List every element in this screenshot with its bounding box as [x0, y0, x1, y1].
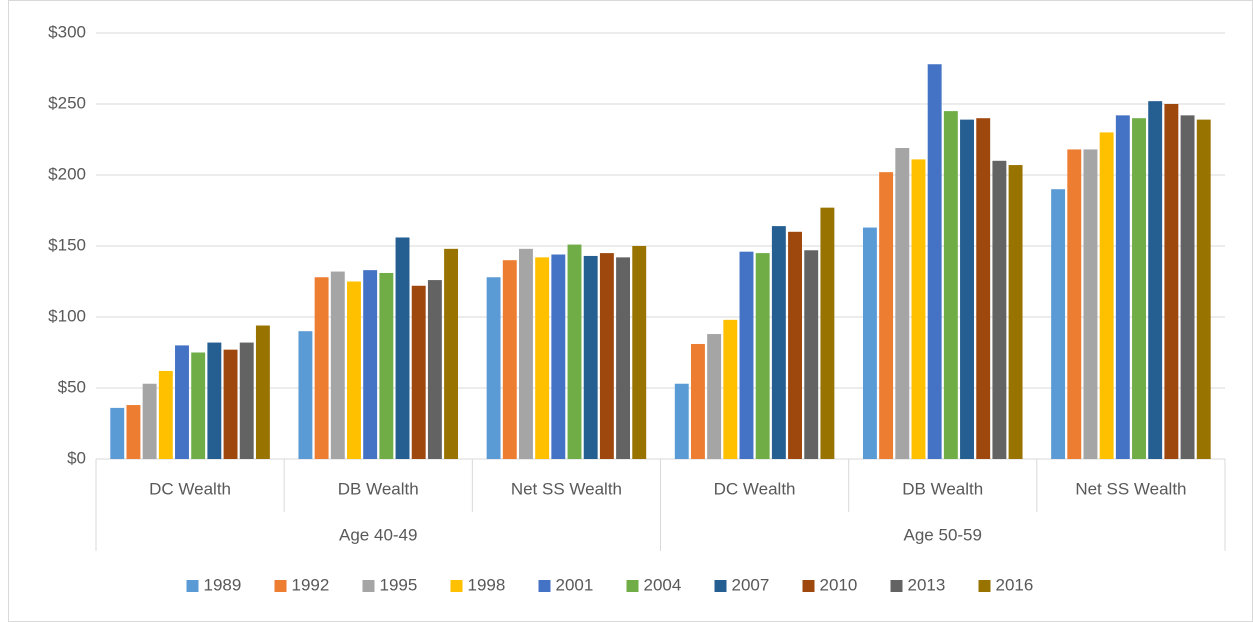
legend-swatch	[802, 580, 815, 592]
y-tick-label: $100	[48, 306, 86, 325]
legend-swatch	[538, 580, 551, 592]
group-label: Age 40-49	[339, 525, 417, 544]
bar	[207, 342, 222, 459]
legend-swatch	[890, 580, 903, 592]
bar	[223, 349, 238, 459]
x-tick-label: DB Wealth	[902, 479, 983, 498]
bar	[632, 246, 647, 459]
legend-label: 2016	[996, 575, 1034, 594]
bar	[862, 227, 877, 459]
bar	[191, 352, 206, 459]
bar	[992, 160, 1007, 460]
legend-swatch	[626, 580, 639, 592]
bar	[1008, 165, 1023, 459]
bar	[911, 159, 926, 459]
bar	[1132, 118, 1146, 459]
legend-swatch	[362, 580, 375, 592]
legend-swatch	[186, 580, 199, 592]
bar	[314, 277, 329, 459]
legend-label: 2013	[908, 575, 946, 594]
bar	[535, 257, 550, 459]
bar	[110, 407, 125, 459]
bar	[1083, 149, 1098, 459]
y-tick-label: $0	[67, 448, 86, 467]
bar	[158, 370, 173, 459]
legend-swatch	[274, 580, 287, 592]
y-tick-label: $200	[48, 164, 86, 183]
bar	[363, 270, 378, 459]
bar	[960, 119, 974, 460]
legend-label: 2010	[820, 575, 858, 594]
x-tick-label: DB Wealth	[338, 479, 419, 498]
legend-swatch	[450, 580, 463, 592]
bar	[175, 345, 189, 459]
bar	[616, 257, 631, 459]
bar	[804, 250, 819, 459]
bar	[755, 253, 770, 459]
bar	[1148, 101, 1163, 459]
bar	[707, 334, 722, 459]
legend-swatch	[714, 580, 727, 592]
bar	[411, 285, 426, 459]
group-label: Age 50-59	[904, 525, 982, 544]
bar	[599, 253, 614, 459]
bar	[879, 172, 894, 459]
bar	[551, 254, 566, 459]
x-tick-label: Net SS Wealth	[511, 479, 622, 498]
bar	[330, 271, 345, 459]
legend-label: 2001	[556, 575, 594, 594]
bar	[690, 343, 705, 459]
bar	[1196, 119, 1211, 460]
y-tick-label: $250	[48, 93, 86, 112]
bar	[298, 331, 313, 459]
legend-label: 1989	[204, 575, 242, 594]
legend-label: 2007	[732, 575, 770, 594]
bar	[976, 118, 991, 459]
bar	[126, 405, 141, 459]
x-tick-label: DC Wealth	[714, 479, 796, 498]
bar	[395, 237, 410, 459]
legend-label: 1995	[380, 575, 418, 594]
bar	[1180, 115, 1195, 460]
bar	[1099, 132, 1114, 459]
bar	[1164, 104, 1179, 459]
bar	[788, 231, 802, 459]
y-tick-label: $50	[58, 377, 86, 396]
bar	[567, 244, 582, 459]
bar	[1115, 115, 1130, 460]
x-tick-label: DC Wealth	[149, 479, 231, 498]
bar	[583, 255, 598, 459]
bar	[347, 281, 361, 459]
bar	[1051, 189, 1066, 459]
x-tick-label: Net SS Wealth	[1075, 479, 1186, 498]
bar	[674, 383, 689, 459]
bar	[943, 111, 958, 459]
chart-frame	[8, 0, 1253, 622]
legend-label: 2004	[644, 575, 682, 594]
bar	[486, 277, 501, 459]
bar	[895, 148, 910, 459]
y-tick-label: $300	[48, 22, 86, 41]
y-tick-label: $150	[48, 235, 86, 254]
bar	[142, 383, 157, 459]
bar	[927, 64, 942, 460]
bar	[427, 280, 442, 459]
bar	[239, 342, 254, 459]
legend-label: 1998	[468, 575, 506, 594]
bar	[771, 226, 786, 459]
bar	[502, 260, 517, 459]
bar	[519, 248, 533, 459]
bar	[1067, 149, 1082, 459]
legend-swatch	[978, 580, 991, 592]
bar	[379, 272, 394, 459]
legend-label: 1992	[292, 575, 330, 594]
bar	[820, 207, 835, 459]
bar	[739, 251, 754, 459]
bar	[255, 325, 270, 459]
bar	[444, 248, 459, 459]
bar	[723, 319, 738, 459]
